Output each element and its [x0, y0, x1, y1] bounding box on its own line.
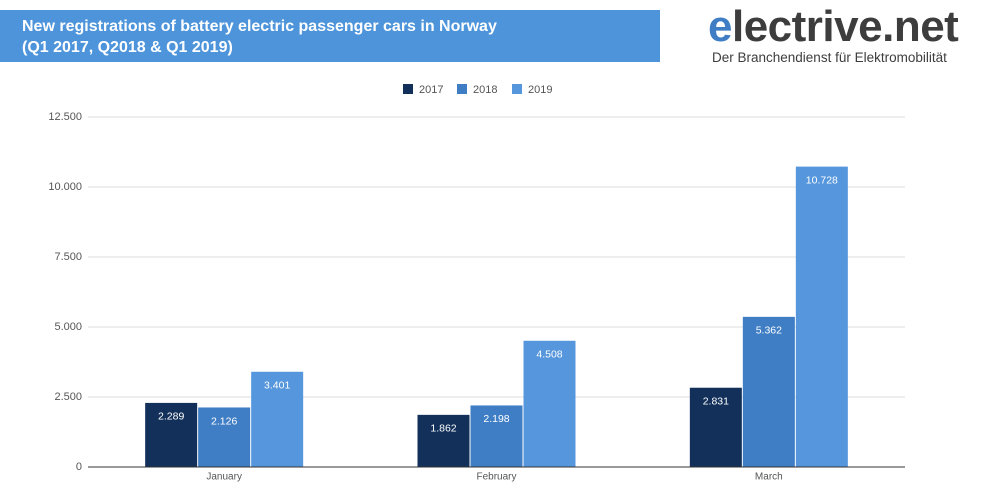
value-label: 5.362: [756, 325, 782, 337]
legend-label: 2018: [473, 84, 497, 96]
bar: [523, 340, 576, 467]
value-label: 10.728: [806, 174, 838, 186]
x-tick-label: January: [206, 472, 242, 483]
bar: [795, 166, 848, 467]
y-tick-label: 2.500: [54, 391, 82, 403]
value-label: 1.862: [430, 423, 456, 435]
bar: [251, 371, 304, 467]
legend-swatch: [457, 84, 467, 94]
bar: [198, 407, 251, 467]
bar: [145, 402, 198, 467]
value-label: 2.831: [703, 396, 729, 408]
value-label: 2.289: [158, 411, 184, 423]
legend-label: 2017: [419, 84, 443, 96]
y-tick-label: 5.000: [54, 321, 82, 333]
chart-title: New registrations of battery electric pa…: [22, 18, 497, 35]
bar: [689, 387, 742, 467]
value-label: 2.126: [211, 415, 237, 427]
y-tick-label: 10.000: [48, 181, 82, 193]
value-label: 2.198: [483, 413, 509, 425]
tagline: Der Branchendienst für Elektromobilität: [712, 50, 947, 65]
bar: [742, 316, 795, 467]
x-tick-label: March: [755, 472, 783, 483]
y-tick-label: 7.500: [54, 251, 82, 263]
value-label: 4.508: [536, 349, 562, 361]
legend-swatch: [512, 84, 522, 94]
x-tick-label: February: [476, 472, 516, 483]
bar: [417, 414, 470, 467]
bar: [470, 405, 523, 467]
header: New registrations of battery electric pa…: [0, 10, 660, 62]
y-tick-label: 0: [76, 461, 82, 473]
value-label: 3.401: [264, 380, 290, 392]
logo: electrive.net: [708, 2, 959, 51]
legend-swatch: [403, 84, 413, 94]
y-tick-label: 12.500: [48, 111, 82, 123]
chart-subtitle: (Q1 2017, Q2018 & Q1 2019): [22, 39, 233, 56]
legend-label: 2019: [528, 84, 552, 96]
